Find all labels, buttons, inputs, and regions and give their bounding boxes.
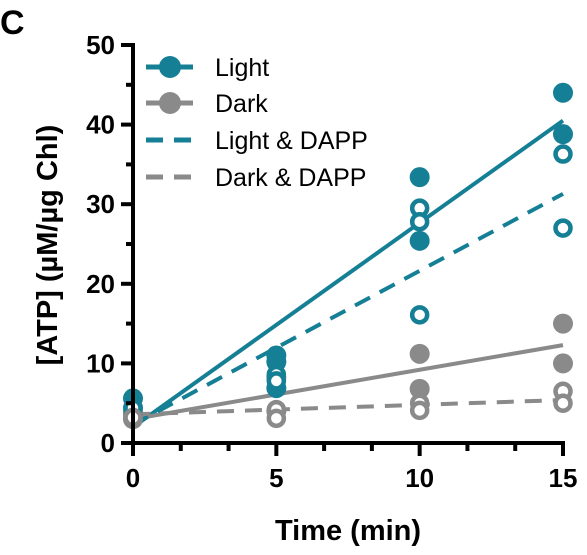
fit-lines — [131, 118, 565, 429]
light-dapp-fit-line — [132, 192, 564, 427]
x-tick-label: 0 — [126, 463, 140, 493]
dark-dapp-point — [409, 400, 430, 421]
legend-marker-dark — [159, 92, 181, 114]
light-dapp-point — [553, 144, 573, 164]
light-dapp-point — [266, 371, 287, 391]
legend-label-light: Light — [215, 54, 269, 82]
y-tick-label: 30 — [86, 189, 115, 219]
legend-label-dark: Dark — [215, 90, 268, 118]
x-tick-label: 15 — [549, 463, 578, 493]
light-point — [553, 124, 573, 145]
light-fit-line — [131, 118, 565, 429]
dark-fit-line — [132, 343, 564, 422]
y-axis-title: [ATP] (µM/µg Chl) — [32, 125, 64, 366]
light-point — [409, 167, 430, 188]
y-tick-label: 0 — [101, 428, 115, 458]
y-tick-label: 40 — [86, 110, 115, 140]
x-tick-label: 10 — [405, 463, 434, 493]
dark-point — [409, 343, 430, 364]
legend-label-dark-dapp: Dark & DAPP — [215, 164, 366, 192]
y-tick-label: 20 — [86, 269, 115, 299]
light-dapp-point — [553, 218, 573, 238]
dark-point — [409, 378, 430, 399]
legend: Light Dark Light & DAPP Dark & DAPP — [146, 54, 368, 192]
x-tick-label: 5 — [269, 463, 283, 493]
light-point — [553, 82, 573, 103]
dark-dapp-point — [266, 408, 287, 429]
light-point — [409, 230, 430, 251]
x-axis-ticks: 0 5 10 15 — [126, 443, 578, 493]
legend-marker-light — [159, 56, 181, 78]
dark-dapp-fit-line — [132, 398, 564, 417]
dark-point — [553, 353, 573, 374]
data-points — [123, 82, 573, 430]
panel-label: C — [0, 4, 25, 42]
dark-point — [553, 313, 573, 334]
light-dapp-point — [409, 305, 430, 325]
light-dapp-point — [409, 211, 430, 232]
legend-label-light-dapp: Light & DAPP — [215, 127, 368, 155]
y-tick-label: 50 — [86, 30, 115, 60]
y-tick-label: 10 — [86, 348, 115, 378]
dark-dapp-point — [553, 393, 573, 413]
axes — [131, 43, 565, 445]
x-axis-title: Time (min) — [275, 515, 421, 547]
